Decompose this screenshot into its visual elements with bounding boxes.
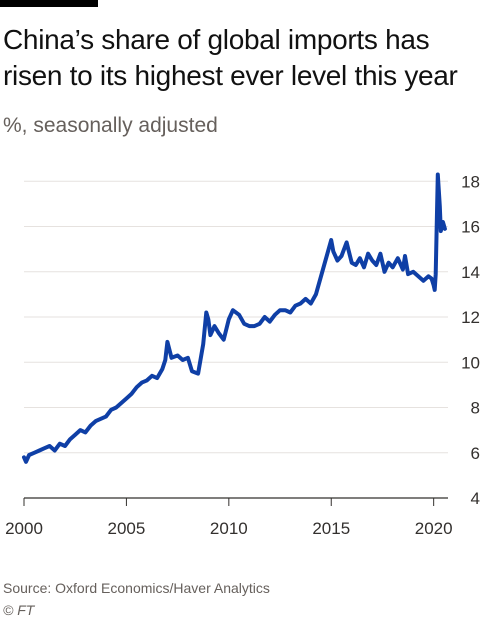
series-line-0 <box>22 172 447 464</box>
y-tick-label-6: 6 <box>471 444 480 463</box>
source-note: Source: Oxford Economics/Haver Analytics <box>3 580 270 596</box>
y-tick-label-10: 10 <box>461 353 480 372</box>
x-tick-label-2010: 2010 <box>210 519 248 538</box>
y-tick-label-12: 12 <box>461 308 480 327</box>
x-tick-label-2015: 2015 <box>312 519 350 538</box>
chart-subtitle: %, seasonally adjusted <box>3 114 218 137</box>
chart-title: China’s share of global imports has rise… <box>3 24 458 91</box>
x-tick-label-2020: 2020 <box>415 519 453 538</box>
x-tick-label-2000: 2000 <box>5 519 43 538</box>
x-tick-label-2005: 2005 <box>108 519 146 538</box>
y-tick-label-4: 4 <box>471 489 480 508</box>
top-rule <box>0 0 98 7</box>
credit-note: © FT <box>3 602 35 618</box>
y-tick-label-16: 16 <box>461 218 480 237</box>
y-tick-label-14: 14 <box>461 263 480 282</box>
y-tick-label-18: 18 <box>461 172 480 191</box>
y-tick-label-8: 8 <box>471 399 480 418</box>
